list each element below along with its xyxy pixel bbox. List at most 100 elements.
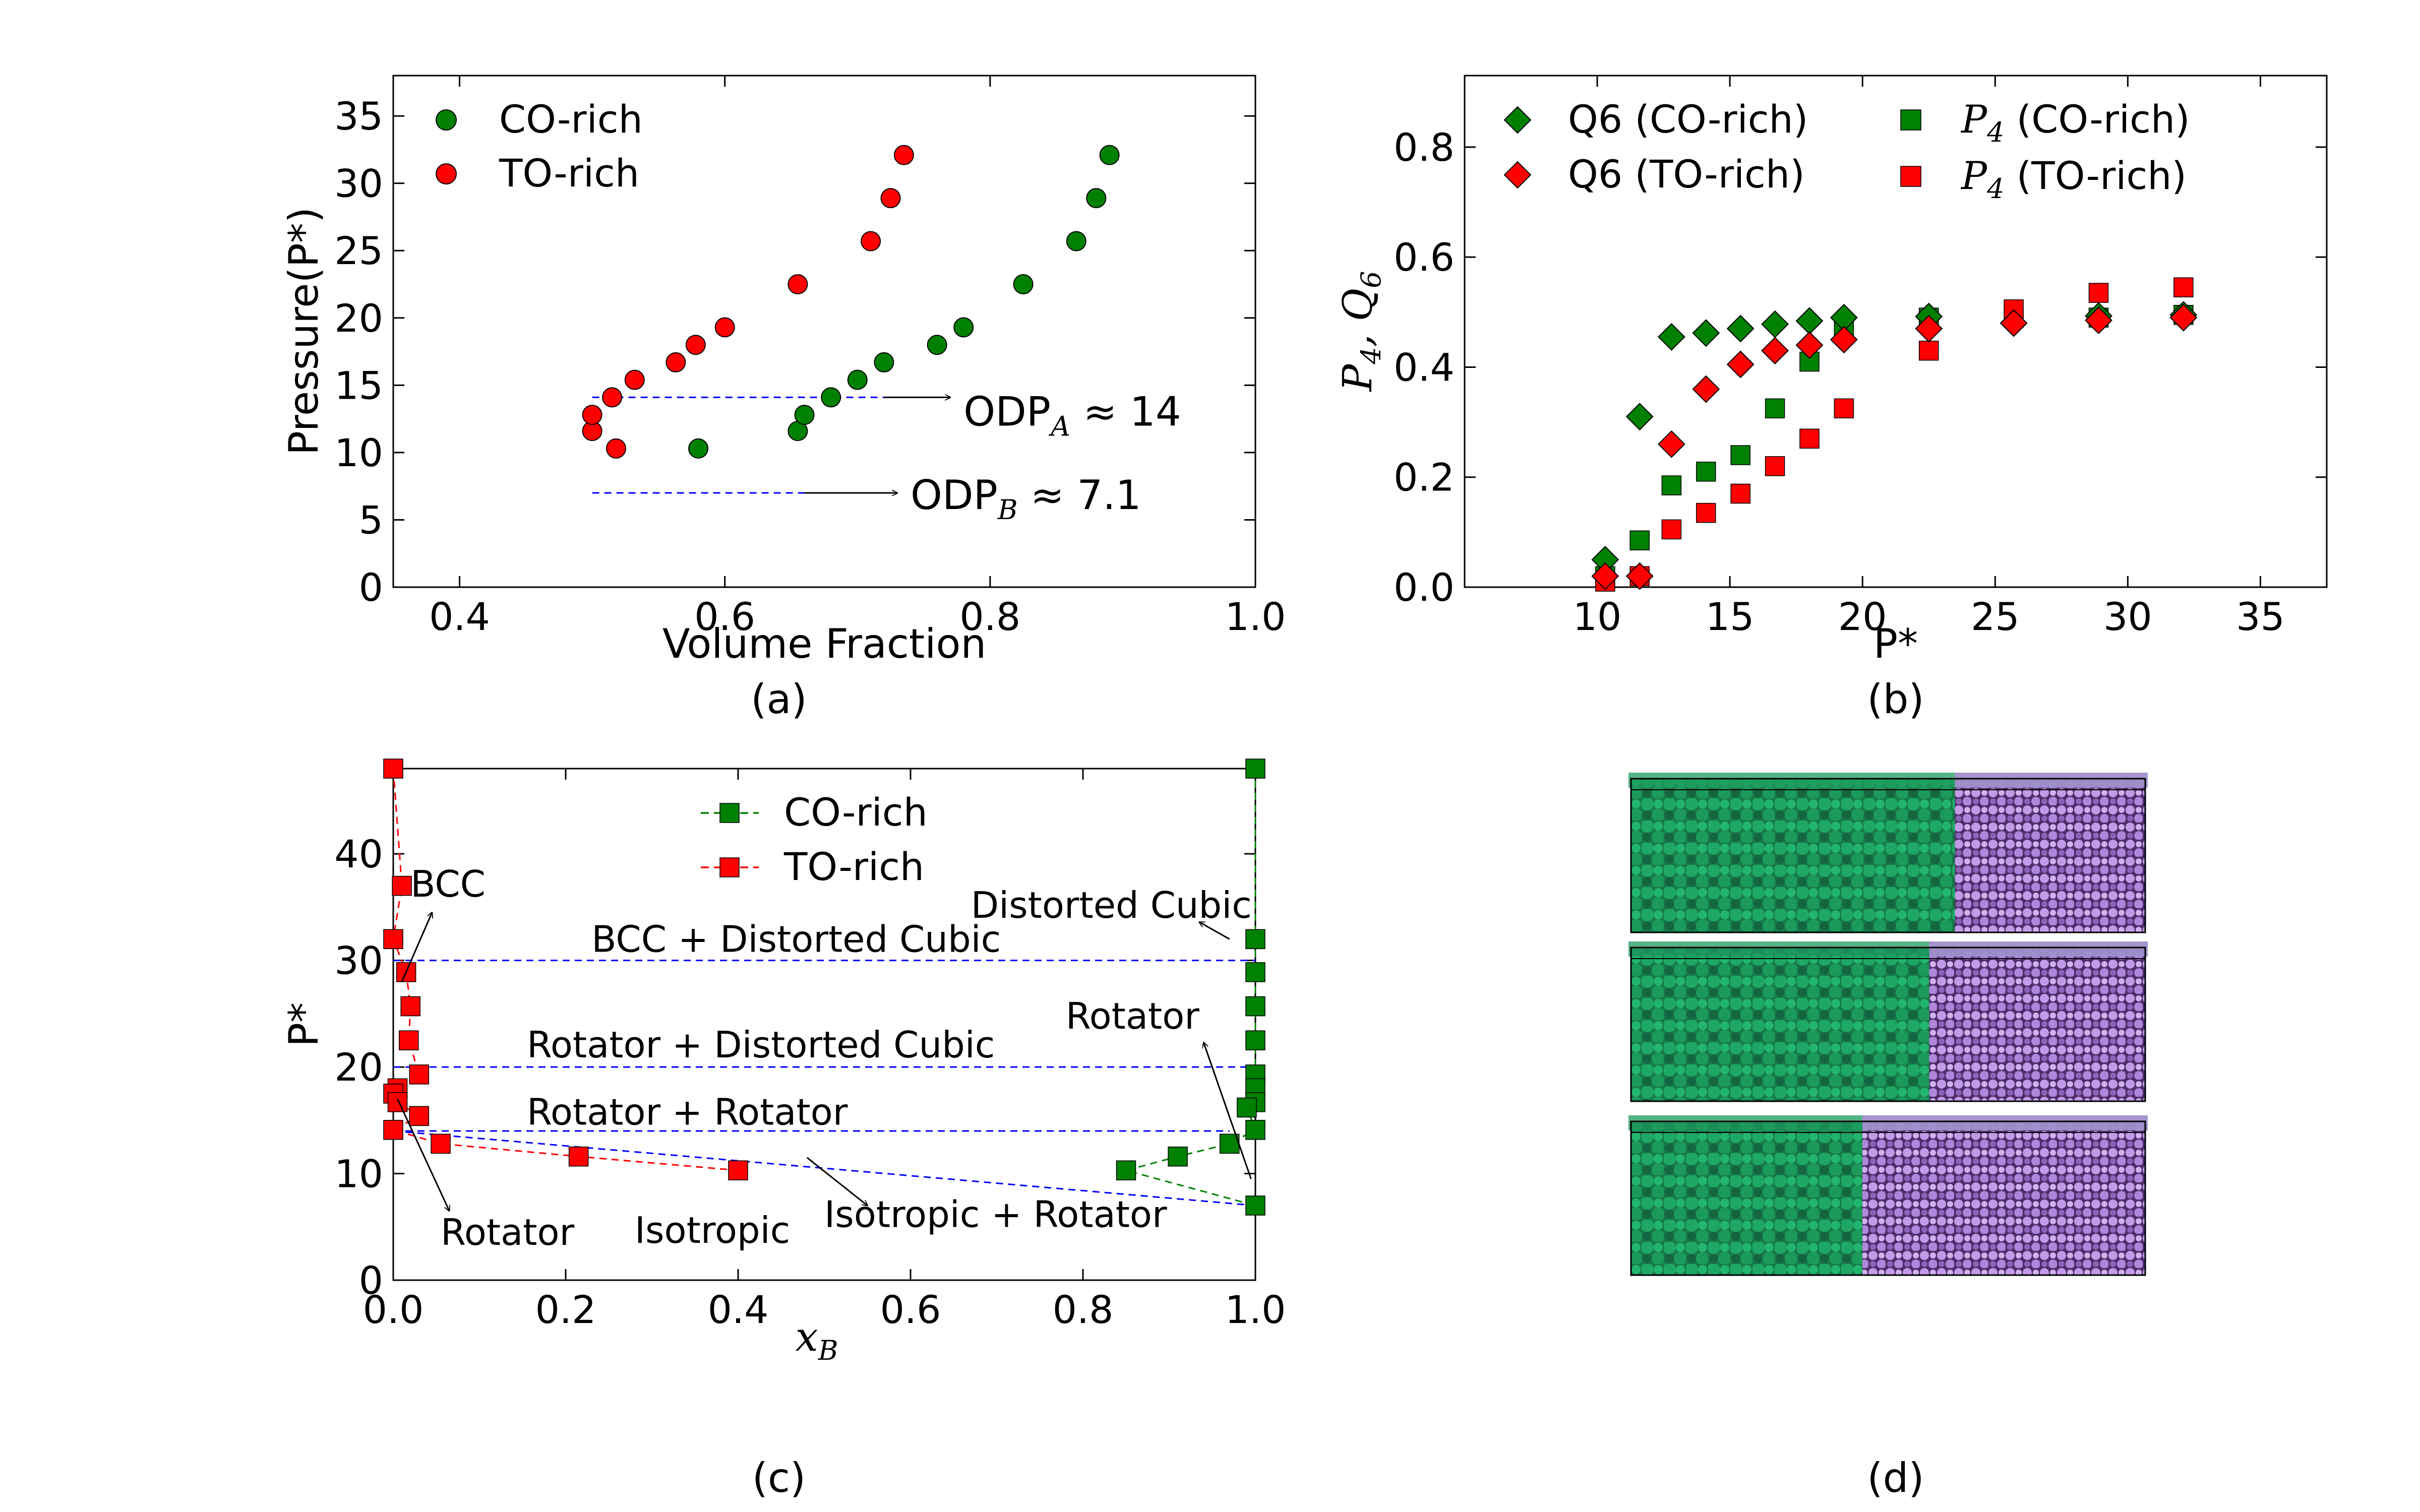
- panel-b-point-p4-to-rich: [1919, 340, 1939, 361]
- panel-c-annotation: Rotator: [441, 1211, 574, 1253]
- panel-b-xtick-label: 20: [1838, 594, 1887, 639]
- panel-c-annotation: Rotator + Distorted Cubic: [527, 1024, 995, 1066]
- panel-c-ylabel: P*: [280, 1002, 327, 1047]
- panel-b-xtick-label: 35: [2236, 594, 2285, 639]
- panel-a-legend: CO-rich TO-rich: [436, 97, 643, 196]
- panel-a-ytick-label: 30: [334, 161, 383, 206]
- panel-b-point-p4-co-rich: [1661, 475, 1682, 495]
- legend-label-p4-to-rich: P4 (TO-rich): [1960, 153, 2187, 205]
- panel-a-label: (a): [751, 676, 807, 723]
- panel-c-point-co-rich: [1237, 1097, 1257, 1118]
- panel-c-xtick-label: 0.8: [1053, 1287, 1114, 1332]
- panel-c-point-to-rich: [431, 1133, 451, 1154]
- to-phase-region: [1862, 1121, 2145, 1275]
- panel-a-point-co-rich: [847, 369, 868, 390]
- panel-a-ytick-label: 5: [359, 497, 383, 542]
- panel-c-ytick-label: 20: [334, 1045, 383, 1090]
- panel-a-point-co-rich: [794, 405, 815, 425]
- panel-c-annotation-arrow: [397, 1098, 450, 1211]
- panel-c-annotation-arrow: [1203, 1042, 1252, 1179]
- panel-b-point-q6-to-rich: [1692, 375, 1720, 403]
- panel-b-xtick-label: 10: [1573, 594, 1622, 639]
- panel-c-annotation: Distorted Cubic: [971, 884, 1252, 926]
- panel-b-point-q6-to-rich: [1830, 326, 1858, 354]
- panel-c-point-to-rich: [400, 996, 420, 1017]
- panel-b-ticks: 10 15 20 25 30 35 0.0 0.2 0.4 0.6 0.8: [1394, 76, 2327, 639]
- panel-a-points: [582, 145, 1120, 459]
- co-phase-region: [1631, 948, 1929, 1101]
- panel-b-point-q6-to-rich: [1625, 562, 1654, 590]
- panel-c-annotation: BCC + Distorted Cubic: [591, 918, 1001, 961]
- panel-a-ytick-label: 25: [334, 228, 383, 273]
- panel-c-xtick-label: 1.0: [1225, 1287, 1286, 1332]
- odp-b-label: ODPB ≈ 7.1: [911, 472, 1141, 526]
- panel-a-ytick-label: 15: [334, 363, 383, 408]
- legend-marker-c-to-rich: [719, 857, 740, 877]
- panel-c-annotation: BCC: [410, 863, 486, 905]
- legend-label-c-to-rich: TO-rich: [783, 844, 924, 889]
- panel-c-point-co-rich: [1168, 1146, 1188, 1167]
- panel-a-xlabel: Volume Fraction: [662, 620, 986, 667]
- legend-marker-q6-to-rich: [1503, 161, 1532, 189]
- panel-b-point-q6-to-rich: [1591, 562, 1619, 590]
- legend-marker-p4-co-rich: [1900, 109, 1921, 131]
- panel-a-ytick-label: 0: [359, 565, 383, 610]
- panel-c-point-to-rich: [383, 1120, 403, 1140]
- panel-b-ytick-label: 0.2: [1394, 455, 1455, 500]
- panel-c-xtick-label: 0.2: [535, 1287, 596, 1332]
- panel-b-xlabel: P*: [1873, 620, 1918, 667]
- panel-d-slabs: [1628, 773, 2148, 1276]
- panel-c-ytick-label: 30: [334, 938, 383, 983]
- panel-c-point-co-rich: [1245, 996, 1265, 1017]
- panel-a-point-co-rich: [927, 335, 947, 355]
- panel-c-point-to-rich: [409, 1106, 430, 1126]
- panel-c-point-to-rich: [383, 929, 403, 950]
- legend-marker-q6-co-rich: [1503, 106, 1532, 134]
- panel-c-ytick-label: 0: [359, 1258, 383, 1303]
- panel-b-xtick-label: 25: [1971, 594, 2020, 639]
- panel-c-ytick-label: 10: [334, 1152, 383, 1196]
- slab-outline: [1630, 947, 2146, 1102]
- panel-c-xlabel: xB: [796, 1313, 838, 1366]
- panel-c-point-co-rich: [1116, 1160, 1136, 1180]
- panel-b-point-p4-to-rich: [1730, 483, 1750, 504]
- panel-b-ytick-label: 0.0: [1394, 565, 1455, 610]
- panel-a-point-co-rich: [953, 317, 974, 338]
- panel-c-xtick-label: 0.0: [363, 1287, 424, 1332]
- panel-b-point-q6-to-rich: [1915, 314, 1943, 343]
- panel-b-point-p4-co-rich: [1765, 398, 1785, 419]
- panel-c-point-to-rich: [387, 1092, 408, 1112]
- panel-c: 0.0 0.2 0.4 0.6 0.8 1.0 0 10 20 30 40 BCC BCC + Dis…: [280, 759, 1286, 1501]
- panel-a-xtick-label: 1.0: [1225, 594, 1286, 639]
- simulation-slab: [1628, 773, 2148, 933]
- panel-c-point-co-rich: [1245, 962, 1265, 982]
- panel-a-point-co-rich: [874, 352, 894, 372]
- panel-b-point-p4-co-rich: [1629, 530, 1650, 550]
- panel-a-ytick-label: 35: [334, 94, 383, 139]
- panel-c-point-co-rich: [1245, 929, 1265, 950]
- panel-c-annotation-arrow: [1199, 922, 1230, 940]
- panel-b-point-p4-co-rich: [1696, 462, 1716, 482]
- panel-b-point-q6-co-rich: [1692, 319, 1720, 347]
- slab-top-surface-to: [1955, 773, 2148, 788]
- panel-c-annotation-arrow: [806, 1157, 868, 1206]
- panel-d: (d): [1628, 773, 2148, 1501]
- panel-c-ytick-label: 40: [334, 832, 383, 876]
- panel-b-point-q6-to-rich: [1726, 350, 1754, 379]
- panel-d-label: (d): [1867, 1455, 1924, 1501]
- panel-c-point-to-rich: [392, 875, 412, 896]
- panel-a-xtick-label: 0.6: [694, 594, 755, 639]
- panel-a-point-co-rich: [688, 438, 709, 459]
- legend-label-q6-to-rich: Q6 (TO-rich): [1568, 152, 1805, 197]
- co-phase-region: [1631, 779, 1955, 932]
- panel-c-point-to-rich: [399, 1030, 419, 1050]
- slab-top-surface-to: [1929, 941, 2148, 957]
- slab-top-surface-to: [1862, 1115, 2148, 1130]
- panel-b-frame: [1464, 75, 2328, 588]
- panel-c-point-co-rich: [1245, 1195, 1265, 1216]
- panel-c-point-to-rich: [383, 759, 403, 779]
- panel-b-legend: Q6 (CO-rich) Q6 (TO-rich) P4 (CO-rich) P…: [1503, 97, 2190, 205]
- panel-b-ylabel: P4, Q6: [1334, 271, 1387, 393]
